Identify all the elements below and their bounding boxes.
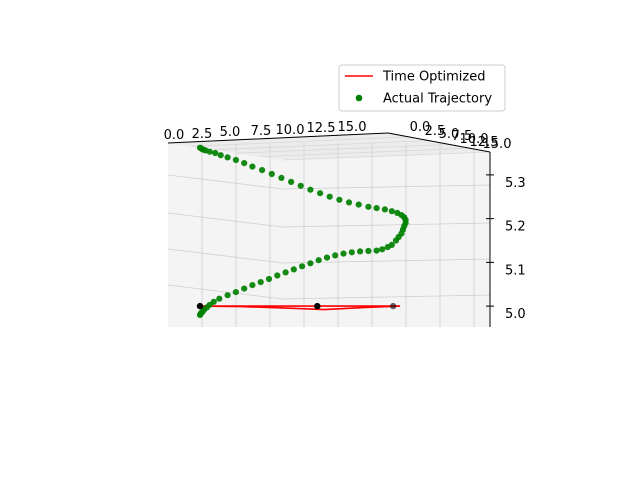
point-actual-trajectory: [373, 205, 380, 212]
point-actual-trajectory: [217, 152, 224, 159]
point-actual-trajectory: [216, 295, 223, 302]
legend-label-time-optimized: Time Optimized: [382, 70, 486, 85]
point-actual-trajectory: [307, 260, 314, 267]
grid-line-top: [236, 144, 450, 154]
point-actual-trajectory: [224, 154, 231, 161]
y-tick-label: 2.5: [425, 124, 446, 139]
legend-marker-actual-trajectory: [355, 94, 363, 102]
grid-line-horizontal: [282, 184, 491, 190]
legend-frame: [338, 64, 506, 112]
back-pane: [168, 133, 490, 327]
point-actual-trajectory: [297, 182, 304, 189]
point-actual-trajectory: [196, 144, 204, 151]
point-actual-trajectory: [241, 160, 248, 167]
point-actual-trajectory: [379, 246, 386, 253]
point-actual-trajectory: [332, 252, 339, 259]
point-actual-trajectory: [317, 190, 324, 197]
point-actual-trajectory: [274, 272, 281, 279]
z-tick-label: 5.3: [505, 176, 526, 191]
point-actual-trajectory: [224, 292, 231, 299]
point-actual-trajectory: [326, 193, 333, 200]
point-actual-trajectory: [241, 285, 248, 292]
legend: Time Optimized Actual Trajectory: [338, 64, 506, 112]
series-line-time-optimized: [199, 305, 401, 311]
y-axis-ticks: 0.02.55.07.510.012.515.0: [410, 120, 512, 152]
grid-line-horizontal: [167, 212, 284, 228]
point-actual-trajectory: [249, 163, 256, 170]
point-actual-trajectory: [282, 269, 289, 276]
point-actual-trajectory: [232, 289, 239, 296]
point-actual-trajectory: [315, 257, 322, 264]
point-actual-trajectory: [323, 254, 331, 261]
x-tick-label: 12.5: [307, 121, 336, 136]
y-axis-line: [387, 132, 491, 153]
x-axis-ticks: 0.0 2.5 5.0 7.5 10.0 12.5 15.0: [164, 120, 367, 143]
point-actual-trajectory: [340, 250, 347, 257]
point-actual-trajectory: [348, 249, 355, 256]
point-actual-trajectory: [365, 247, 372, 255]
grid-line-horizontal: [167, 174, 284, 190]
point-actual-trajectory: [299, 263, 306, 270]
point-waypoint: [314, 302, 321, 310]
grid-lines: [167, 132, 491, 327]
y-tick-label: 7.5: [452, 129, 473, 144]
x-tick-label: 0.0: [164, 128, 185, 143]
z-tick-label: 5.0: [505, 307, 526, 322]
point-actual-trajectory: [388, 241, 395, 248]
point-actual-trajectory: [336, 196, 343, 203]
point-actual-trajectory: [212, 149, 219, 157]
point-actual-trajectory: [257, 279, 264, 286]
y-tick-label: 15.0: [483, 137, 512, 152]
point-actual-trajectory: [259, 167, 266, 174]
grid-line-top: [190, 136, 409, 147]
point-actual-trajectory: [268, 170, 275, 178]
point-waypoint: [196, 302, 204, 310]
grid-line-top: [259, 147, 470, 157]
grid-line-horizontal: [282, 222, 491, 228]
point-actual-trajectory: [232, 156, 239, 164]
x-axis-line: [167, 132, 389, 144]
point-actual-trajectory: [394, 209, 401, 216]
point-actual-trajectory: [388, 208, 395, 215]
z-axis-ticks: 5.0 5.1 5.2 5.3: [486, 174, 526, 322]
point-actual-trajectory: [249, 282, 256, 289]
point-actual-trajectory: [345, 199, 353, 206]
x-tick-label: 5.0: [220, 125, 241, 140]
point-actual-trajectory: [278, 174, 285, 181]
x-tick-label: 10.0: [276, 123, 305, 138]
z-tick-label: 5.1: [505, 263, 526, 278]
x-tick-label: 15.0: [338, 120, 367, 135]
legend-label-actual-trajectory: Actual Trajectory: [383, 92, 492, 107]
point-actual-trajectory: [290, 266, 297, 273]
x-tick-label: 7.5: [251, 124, 272, 139]
grid-line-horizontal: [167, 248, 284, 264]
point-waypoint: [390, 302, 397, 310]
grid-line-horizontal: [167, 284, 284, 300]
plot-series: [196, 144, 409, 318]
grid-line-top: [213, 140, 429, 151]
y-tick-label: 0.0: [410, 120, 431, 135]
grid-line-horizontal: [282, 294, 491, 300]
point-actual-trajectory: [288, 178, 295, 185]
y-tick-label: 10.0: [460, 132, 489, 147]
y-tick-label: 5.0: [439, 127, 460, 142]
point-actual-trajectory: [265, 275, 273, 283]
point-actual-trajectory: [357, 248, 364, 255]
y-tick-label: 12.5: [470, 135, 499, 150]
grid-line-top: [282, 151, 491, 161]
point-actual-trajectory: [381, 206, 388, 213]
point-actual-trajectory: [355, 201, 362, 208]
z-tick-label: 5.2: [505, 220, 526, 235]
point-actual-trajectory: [365, 203, 372, 210]
x-tick-label: 2.5: [192, 127, 213, 142]
point-actual-trajectory: [373, 247, 380, 254]
point-actual-trajectory: [307, 186, 314, 193]
point-actual-trajectory: [210, 298, 217, 305]
